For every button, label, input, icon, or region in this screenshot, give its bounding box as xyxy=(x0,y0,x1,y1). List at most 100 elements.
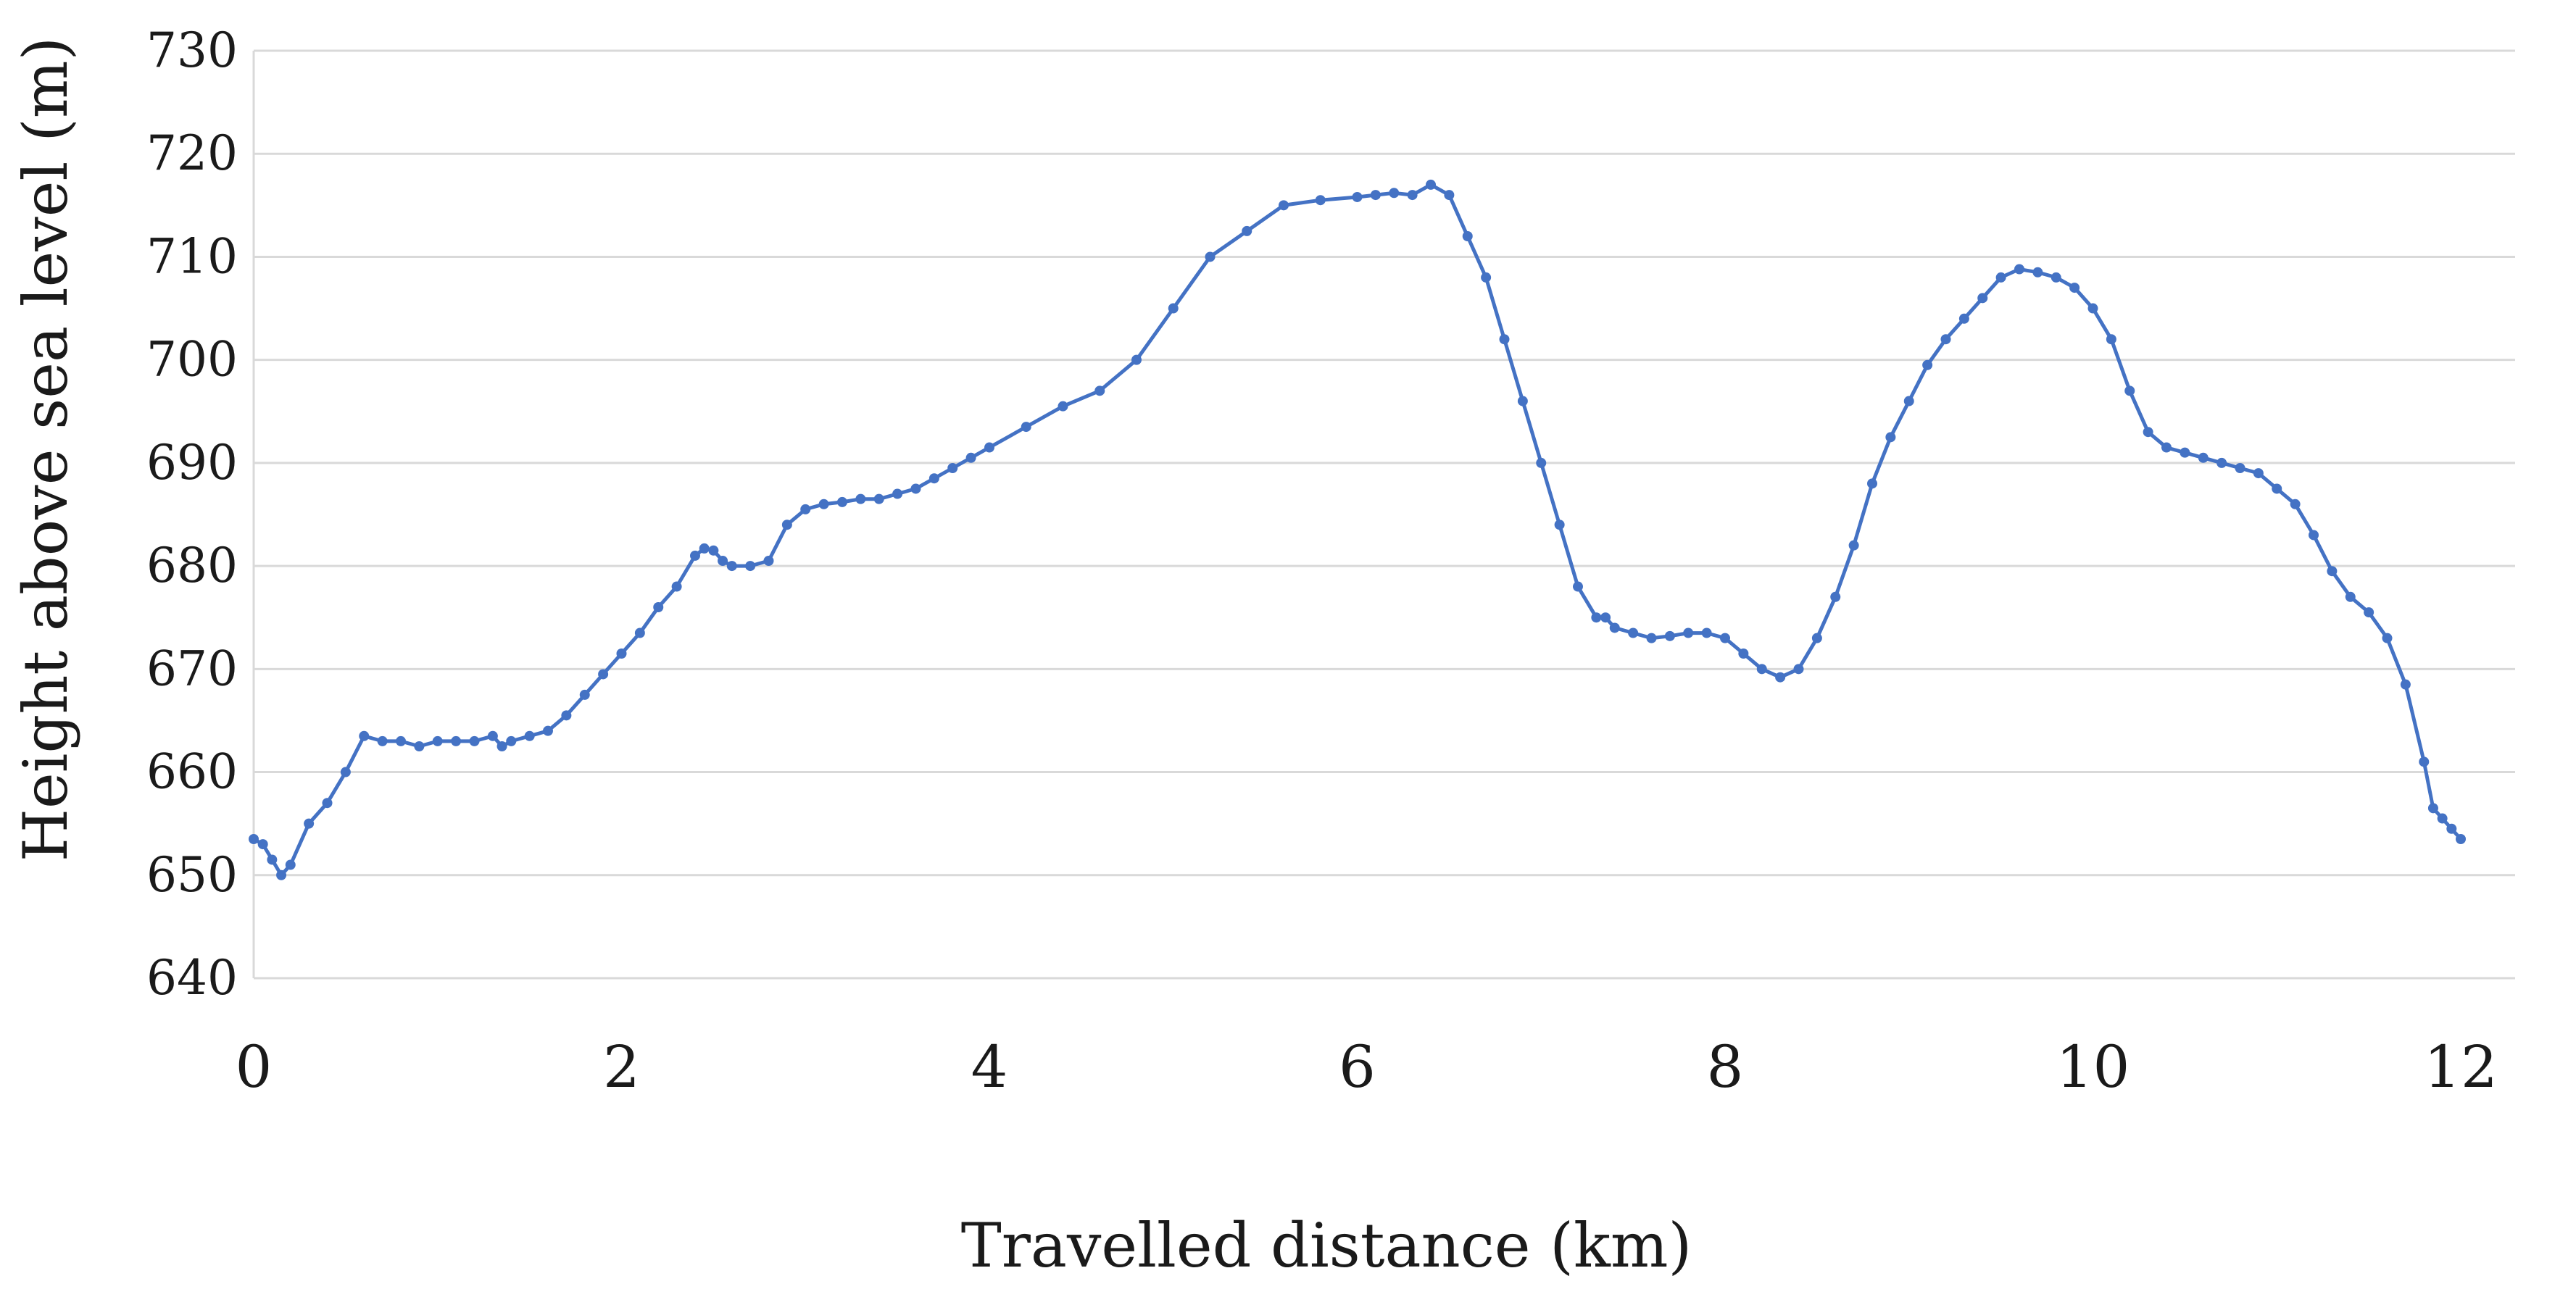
data-point xyxy=(2216,457,2227,468)
data-point xyxy=(1481,272,1492,283)
data-point xyxy=(2198,452,2209,463)
data-point xyxy=(377,735,388,746)
data-point xyxy=(1756,664,1767,675)
data-point xyxy=(1738,648,1749,659)
data-point xyxy=(2161,442,2172,453)
data-point xyxy=(496,741,507,751)
data-point xyxy=(276,869,287,880)
data-point xyxy=(1499,334,1510,345)
data-point xyxy=(1848,540,1859,551)
data-point xyxy=(1830,591,1841,602)
data-point xyxy=(340,767,351,777)
data-point xyxy=(2427,803,2438,814)
data-point xyxy=(249,834,259,844)
data-point xyxy=(671,581,682,592)
data-point xyxy=(818,499,829,509)
data-point xyxy=(524,730,535,741)
data-point xyxy=(2124,385,2135,396)
x-tick-label: 0 xyxy=(236,1033,273,1101)
data-point xyxy=(1021,422,1031,433)
data-point xyxy=(1775,672,1786,683)
y-tick-label: 690 xyxy=(146,435,238,491)
data-point xyxy=(487,730,498,741)
data-point xyxy=(322,798,333,809)
data-point xyxy=(1720,633,1730,643)
data-point xyxy=(2014,264,2024,275)
data-point xyxy=(1683,627,1694,638)
data-point xyxy=(2180,447,2190,458)
y-tick-label: 670 xyxy=(146,641,238,696)
data-point xyxy=(1407,190,1418,201)
data-point xyxy=(2419,756,2430,767)
data-point xyxy=(1609,622,1620,633)
data-point xyxy=(1701,627,1712,638)
data-point xyxy=(2143,427,2153,438)
data-point xyxy=(1628,627,1639,638)
data-point xyxy=(1867,478,1877,489)
data-point xyxy=(543,725,553,736)
data-point xyxy=(2364,607,2375,618)
data-point xyxy=(1058,401,1068,412)
data-point xyxy=(984,442,994,453)
data-point xyxy=(2253,468,2264,479)
data-point xyxy=(1811,633,1822,643)
data-point xyxy=(2106,334,2116,345)
data-point xyxy=(1940,334,1951,345)
data-point xyxy=(1517,396,1528,406)
y-tick-label: 730 xyxy=(146,22,238,78)
x-tick-labels: 0 2 4 6 8 10 12 xyxy=(236,1033,2498,1101)
data-point xyxy=(1168,303,1179,314)
data-point xyxy=(965,452,976,463)
data-point xyxy=(257,839,268,850)
data-point xyxy=(855,493,866,504)
data-point xyxy=(616,648,627,659)
data-point xyxy=(1389,188,1400,199)
data-point xyxy=(910,483,921,494)
data-point xyxy=(506,735,517,746)
data-point xyxy=(800,504,811,514)
data-point xyxy=(1352,191,1363,202)
data-point xyxy=(598,669,609,680)
data-point xyxy=(2272,483,2282,494)
data-points xyxy=(249,179,2466,880)
data-point xyxy=(837,496,847,507)
data-point xyxy=(1646,633,1657,643)
y-tick-label: 720 xyxy=(146,125,238,181)
data-point xyxy=(432,735,443,746)
x-tick-label: 6 xyxy=(1339,1033,1376,1101)
y-tick-label: 660 xyxy=(146,744,238,800)
y-axis-title: Height above sea level (m) xyxy=(10,37,81,862)
data-point xyxy=(2400,679,2411,690)
data-point xyxy=(2290,499,2301,509)
x-tick-label: 12 xyxy=(2424,1033,2498,1101)
data-point xyxy=(653,602,664,612)
data-point xyxy=(1977,293,1988,304)
data-point xyxy=(2051,272,2061,283)
data-point xyxy=(1131,354,1142,365)
data-point xyxy=(1573,581,1583,592)
x-tick-label: 4 xyxy=(971,1033,1008,1101)
data-point xyxy=(2235,463,2245,473)
data-point xyxy=(928,473,939,484)
data-point xyxy=(2382,633,2393,643)
x-tick-label: 10 xyxy=(2056,1033,2130,1101)
data-point xyxy=(947,463,958,473)
data-point xyxy=(1922,359,1933,370)
data-point xyxy=(1554,520,1565,530)
data-point xyxy=(2032,267,2043,278)
data-point xyxy=(1600,612,1611,623)
data-point xyxy=(1315,195,1326,206)
data-point xyxy=(2345,591,2356,602)
data-point xyxy=(892,488,903,499)
data-point xyxy=(1664,630,1675,641)
data-point xyxy=(763,556,774,566)
data-point xyxy=(1885,432,1896,443)
data-point xyxy=(1426,179,1436,190)
data-point xyxy=(2446,823,2457,834)
data-point xyxy=(718,556,728,566)
data-point xyxy=(1279,200,1289,211)
y-tick-label: 640 xyxy=(146,950,238,1006)
y-tick-label: 710 xyxy=(146,228,238,284)
data-point xyxy=(745,561,756,572)
